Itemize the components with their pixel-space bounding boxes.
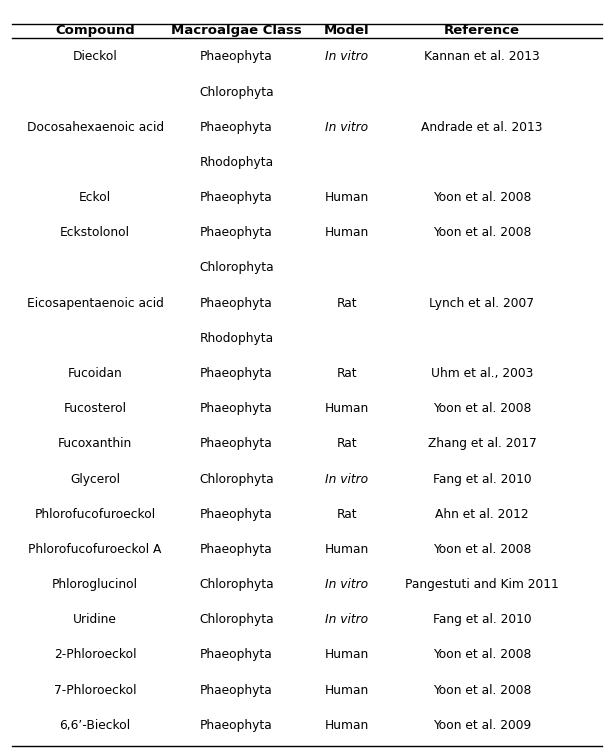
Text: Fucosterol: Fucosterol [64, 402, 126, 415]
Text: 2-Phloroeckol: 2-Phloroeckol [54, 649, 136, 661]
Text: Yoon et al. 2008: Yoon et al. 2008 [433, 402, 531, 415]
Text: Rat: Rat [336, 507, 357, 521]
Text: Fang et al. 2010: Fang et al. 2010 [433, 473, 531, 485]
Text: Phaeophyta: Phaeophyta [200, 191, 273, 204]
Text: Uhm et al., 2003: Uhm et al., 2003 [431, 367, 533, 380]
Text: 7-Phloroeckol: 7-Phloroeckol [54, 683, 136, 697]
Text: Yoon et al. 2008: Yoon et al. 2008 [433, 683, 531, 697]
Text: Human: Human [325, 543, 369, 556]
Text: Phaeophyta: Phaeophyta [200, 121, 273, 134]
Text: Phaeophyta: Phaeophyta [200, 367, 273, 380]
Text: Dieckol: Dieckol [73, 51, 117, 63]
Text: Chlorophyta: Chlorophyta [199, 578, 274, 591]
Text: Chlorophyta: Chlorophyta [199, 261, 274, 275]
Text: Phlorofucofuroeckol: Phlorofucofuroeckol [34, 507, 156, 521]
Text: Phaeophyta: Phaeophyta [200, 507, 273, 521]
Text: Uridine: Uridine [73, 613, 117, 627]
Text: Eicosapentaenoic acid: Eicosapentaenoic acid [27, 297, 163, 310]
Text: Zhang et al. 2017: Zhang et al. 2017 [427, 437, 537, 451]
Text: In vitro: In vitro [325, 613, 368, 627]
Text: Eckol: Eckol [79, 191, 111, 204]
Text: 6,6’-Bieckol: 6,6’-Bieckol [60, 719, 131, 732]
Text: Phaeophyta: Phaeophyta [200, 226, 273, 239]
Text: Reference: Reference [444, 23, 520, 37]
Text: Human: Human [325, 191, 369, 204]
Text: Chlorophyta: Chlorophyta [199, 473, 274, 485]
Text: Chlorophyta: Chlorophyta [199, 85, 274, 99]
Text: Rhodophyta: Rhodophyta [200, 156, 273, 169]
Text: In vitro: In vitro [325, 121, 368, 134]
Text: Phaeophyta: Phaeophyta [200, 719, 273, 732]
Text: Pangestuti and Kim 2011: Pangestuti and Kim 2011 [405, 578, 559, 591]
Text: Human: Human [325, 226, 369, 239]
Text: Yoon et al. 2008: Yoon et al. 2008 [433, 649, 531, 661]
Text: Fucoxanthin: Fucoxanthin [58, 437, 132, 451]
Text: Human: Human [325, 683, 369, 697]
Text: Fang et al. 2010: Fang et al. 2010 [433, 613, 531, 627]
Text: Phlorofucofuroeckol A: Phlorofucofuroeckol A [28, 543, 162, 556]
Text: Rhodophyta: Rhodophyta [200, 331, 273, 345]
Text: Kannan et al. 2013: Kannan et al. 2013 [424, 51, 540, 63]
Text: Phaeophyta: Phaeophyta [200, 297, 273, 310]
Text: Human: Human [325, 402, 369, 415]
Text: Phaeophyta: Phaeophyta [200, 437, 273, 451]
Text: Phaeophyta: Phaeophyta [200, 402, 273, 415]
Text: In vitro: In vitro [325, 51, 368, 63]
Text: Phloroglucinol: Phloroglucinol [52, 578, 138, 591]
Text: Ahn et al. 2012: Ahn et al. 2012 [435, 507, 529, 521]
Text: Human: Human [325, 719, 369, 732]
Text: Compound: Compound [55, 23, 135, 37]
Text: Human: Human [325, 649, 369, 661]
Text: Eckstolonol: Eckstolonol [60, 226, 130, 239]
Text: Phaeophyta: Phaeophyta [200, 543, 273, 556]
Text: Glycerol: Glycerol [70, 473, 120, 485]
Text: Phaeophyta: Phaeophyta [200, 683, 273, 697]
Text: Andrade et al. 2013: Andrade et al. 2013 [421, 121, 543, 134]
Text: Phaeophyta: Phaeophyta [200, 51, 273, 63]
Text: Yoon et al. 2008: Yoon et al. 2008 [433, 226, 531, 239]
Text: Docosahexaenoic acid: Docosahexaenoic acid [26, 121, 164, 134]
Text: In vitro: In vitro [325, 578, 368, 591]
Text: Yoon et al. 2008: Yoon et al. 2008 [433, 543, 531, 556]
Text: Rat: Rat [336, 297, 357, 310]
Text: Rat: Rat [336, 437, 357, 451]
Text: Phaeophyta: Phaeophyta [200, 649, 273, 661]
Text: Macroalgae Class: Macroalgae Class [171, 23, 301, 37]
Text: Yoon et al. 2008: Yoon et al. 2008 [433, 191, 531, 204]
Text: Fucoidan: Fucoidan [68, 367, 123, 380]
Text: Rat: Rat [336, 367, 357, 380]
Text: Model: Model [324, 23, 370, 37]
Text: Chlorophyta: Chlorophyta [199, 613, 274, 627]
Text: Lynch et al. 2007: Lynch et al. 2007 [429, 297, 535, 310]
Text: Yoon et al. 2009: Yoon et al. 2009 [433, 719, 531, 732]
Text: In vitro: In vitro [325, 473, 368, 485]
